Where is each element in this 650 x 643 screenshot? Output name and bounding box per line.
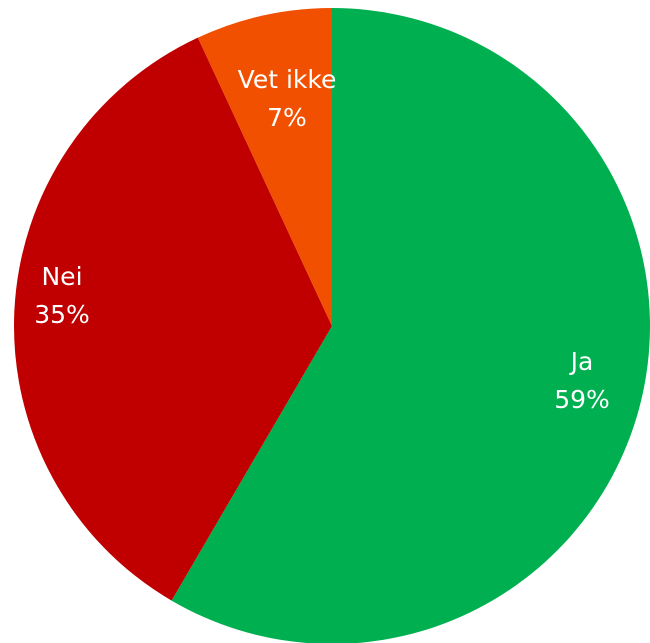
slice-label-name-nei: Nei — [41, 262, 82, 291]
slice-label-pct-nei: 35% — [34, 300, 90, 329]
slice-label-name-vet-ikke: Vet ikke — [238, 65, 337, 94]
slice-label-pct-vet-ikke: 7% — [267, 103, 307, 132]
pie-slices — [13, 8, 650, 643]
slice-label-name-ja: Ja — [569, 347, 594, 376]
pie-slice-ja — [171, 8, 650, 643]
pie-slice-vet-ikke — [197, 8, 332, 326]
pie-slice-nei — [13, 37, 333, 601]
pie-labels: Ja 59% Nei 35% Vet ikke 7% — [34, 65, 610, 414]
slice-label-pct-ja: 59% — [554, 385, 610, 414]
